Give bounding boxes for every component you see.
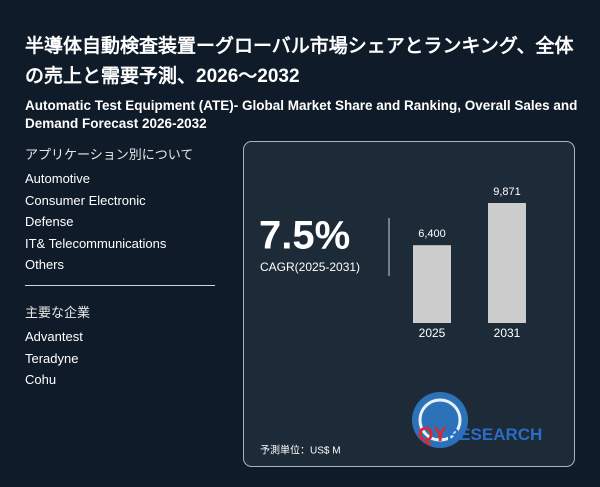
logo-ring	[418, 398, 462, 442]
logo-text: QYRESEARCH	[418, 424, 542, 446]
subtitle: Automatic Test Equipment (ATE)- Global M…	[25, 98, 578, 131]
list-item: Consumer Electronic	[25, 192, 146, 208]
list-item: Automotive	[25, 171, 91, 186]
unit-note: 予測単位：US$ M	[260, 444, 341, 457]
list-item: Defense	[25, 214, 74, 229]
list-item: IT& Telecommunications	[25, 235, 167, 251]
category-label: 2025	[419, 326, 446, 340]
logo: QYRESEARCH	[412, 392, 542, 448]
value-label: 6,400	[418, 228, 446, 240]
list-item: Others	[25, 257, 65, 272]
list-item: Advantest	[25, 329, 83, 344]
list-item: Teradyne	[25, 350, 79, 366]
section-heading: アプリケーション別について	[25, 147, 194, 162]
bar-chart: 6,400 2025 9,871 2031	[413, 186, 526, 340]
list-item: Cohu	[25, 372, 57, 387]
value-label: 9,871	[493, 186, 521, 198]
bar	[413, 245, 451, 323]
cagr-value: 7.5%	[259, 214, 350, 258]
title: 半導体自動検査装置ーグローバル市場シェアとランキング、全体の売上と需要予測、20…	[25, 36, 574, 87]
category-label: 2031	[494, 326, 521, 340]
divider	[25, 285, 215, 286]
section-heading: 主要な企業	[25, 305, 91, 320]
cagr-label: CAGR(2025-2031)	[260, 260, 360, 274]
bar	[488, 203, 526, 323]
